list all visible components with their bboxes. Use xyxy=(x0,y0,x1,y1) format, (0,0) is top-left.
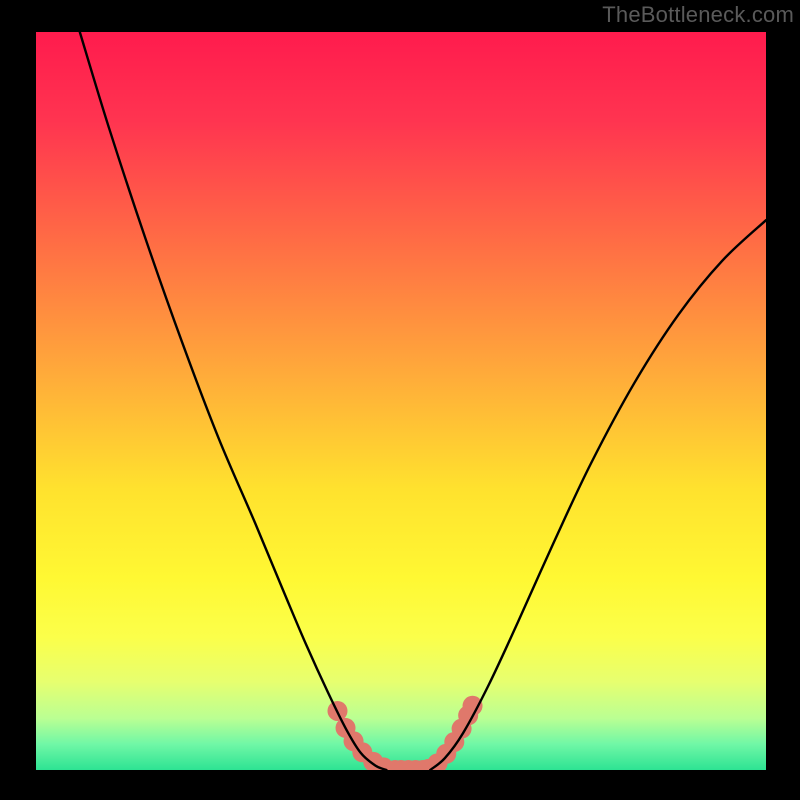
chart-frame: TheBottleneck.com xyxy=(0,0,800,800)
marker-right-end xyxy=(463,696,483,716)
gradient-background xyxy=(36,32,766,770)
plot-area xyxy=(36,32,766,770)
watermark-text: TheBottleneck.com xyxy=(602,2,794,28)
chart-svg xyxy=(36,32,766,770)
